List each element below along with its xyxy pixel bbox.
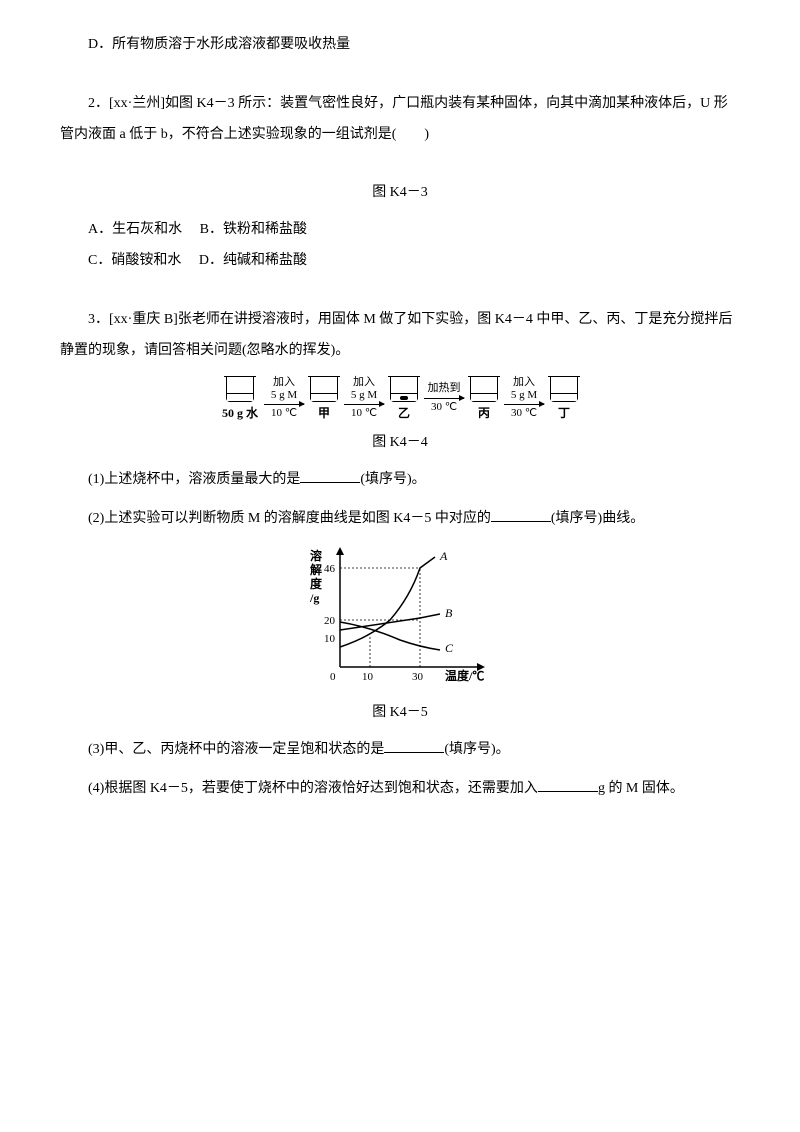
q3-part1: (1)上述烧杯中，溶液质量最大的是 (填序号)。 xyxy=(60,465,740,496)
beaker-start-label: 50 g 水 xyxy=(222,406,258,422)
q3-part1-suffix: (填序号)。 xyxy=(360,472,425,487)
blank-3 xyxy=(384,736,444,753)
ytick-20: 20 xyxy=(324,615,336,627)
solubility-chart: 溶 解 度 /g 46 20 10 0 10 30 温度/℃ A B C xyxy=(60,542,740,692)
arrow-1-top: 加入 xyxy=(273,376,295,389)
beaker-bing: 丙 xyxy=(470,374,498,422)
beaker-yi-label: 乙 xyxy=(398,406,410,422)
q3-beaker-diagram: 50 g 水 加入 5 g M 10 ℃ 甲 加入 5 g M 10 ℃ 乙 加… xyxy=(60,374,740,422)
q2-options-row1: A．生石灰和水 B．铁粉和稀盐酸 xyxy=(60,215,740,246)
ylabel-1: 溶 xyxy=(310,548,322,563)
q1-option-d: D．所有物质溶于水形成溶液都要吸收热量 xyxy=(60,30,740,61)
curve-b-label: B xyxy=(445,606,453,620)
blank-4 xyxy=(538,775,598,792)
beaker-ding: 丁 xyxy=(550,374,578,422)
q2-option-c: C．硝酸铵和水 xyxy=(88,253,181,268)
arrow-4: 加入 5 g M 30 ℃ xyxy=(504,376,544,421)
q3-part2: (2)上述实验可以判断物质 M 的溶解度曲线是如图 K4－5 中对应的 (填序号)… xyxy=(60,504,740,535)
arrow-2-mid: 5 g M xyxy=(351,389,377,402)
q2-stem: 2．[xx·兰州]如图 K4－3 所示：装置气密性良好，广口瓶内装有某种固体，向… xyxy=(60,89,740,151)
q2-options-row2: C．硝酸铵和水 D．纯碱和稀盐酸 xyxy=(60,246,740,277)
curve-c xyxy=(340,622,440,650)
curve-a xyxy=(340,557,435,647)
curve-c-label: C xyxy=(445,641,454,655)
q3-part4: (4)根据图 K4－5，若要使丁烧杯中的溶液恰好达到饱和状态，还需要加入 g 的 … xyxy=(60,774,740,805)
arrow-1-bottom: 10 ℃ xyxy=(271,407,297,420)
ytick-0: 0 xyxy=(330,671,336,683)
beaker-bing-label: 丙 xyxy=(478,406,490,422)
ylabel-2: 解 xyxy=(310,562,322,577)
arrow-4-bottom: 30 ℃ xyxy=(511,407,537,420)
arrow-2-bottom: 10 ℃ xyxy=(351,407,377,420)
q3-part2-text: (2)上述实验可以判断物质 M 的溶解度曲线是如图 K4－5 中对应的 xyxy=(88,511,491,526)
arrow-3: 加热到 30 ℃ xyxy=(424,382,464,413)
arrow-4-top: 加入 xyxy=(513,376,535,389)
blank-2 xyxy=(491,505,551,522)
arrow-3-top: 加热到 xyxy=(428,382,461,395)
xtick-30: 30 xyxy=(412,671,424,683)
arrow-4-mid: 5 g M xyxy=(511,389,537,402)
blank-1 xyxy=(300,466,360,483)
arrow-1: 加入 5 g M 10 ℃ xyxy=(264,376,304,421)
q3-part3-text: (3)甲、乙、丙烧杯中的溶液一定呈饱和状态的是 xyxy=(88,742,384,757)
curve-b xyxy=(340,614,440,630)
ytick-10: 10 xyxy=(324,633,336,645)
q3-figure-label-2: 图 K4－5 xyxy=(60,698,740,729)
beaker-yi: 乙 xyxy=(390,374,418,422)
q3-stem: 3．[xx·重庆 B]张老师在讲授溶液时，用固体 M 做了如下实验，图 K4－4… xyxy=(60,305,740,367)
q3-part3-suffix: (填序号)。 xyxy=(444,742,509,757)
q3-part4-text-a: (4)根据图 K4－5，若要使丁烧杯中的溶液恰好达到饱和状态，还需要加入 xyxy=(88,781,538,796)
arrow-2: 加入 5 g M 10 ℃ xyxy=(344,376,384,421)
xlabel: 温度/℃ xyxy=(445,668,484,683)
curve-a-label: A xyxy=(439,549,448,563)
q2-option-a: A．生石灰和水 xyxy=(88,222,182,237)
arrow-3-bottom: 30 ℃ xyxy=(431,401,457,414)
ytick-46: 46 xyxy=(324,563,336,575)
arrow-2-top: 加入 xyxy=(353,376,375,389)
ylabel-4: /g xyxy=(309,591,319,605)
q3-part4-text-b: g 的 M 固体。 xyxy=(598,781,684,796)
q2-option-d: D．纯碱和稀盐酸 xyxy=(199,253,307,268)
beaker-ding-label: 丁 xyxy=(558,406,570,422)
q3-figure-label-1: 图 K4－4 xyxy=(60,428,740,459)
q3-part1-text: (1)上述烧杯中，溶液质量最大的是 xyxy=(88,472,300,487)
ylabel-3: 度 xyxy=(310,576,323,591)
q2-option-b: B．铁粉和稀盐酸 xyxy=(200,222,307,237)
q3-part3: (3)甲、乙、丙烧杯中的溶液一定呈饱和状态的是 (填序号)。 xyxy=(60,735,740,766)
beaker-start: 50 g 水 xyxy=(222,374,258,422)
q3-part2-suffix: (填序号)曲线。 xyxy=(551,511,644,526)
arrow-1-mid: 5 g M xyxy=(271,389,297,402)
xtick-10: 10 xyxy=(362,671,374,683)
beaker-jia: 甲 xyxy=(310,374,338,422)
y-axis-arrow xyxy=(336,547,344,555)
q2-figure-label: 图 K4－3 xyxy=(60,178,740,209)
beaker-jia-label: 甲 xyxy=(318,406,330,422)
